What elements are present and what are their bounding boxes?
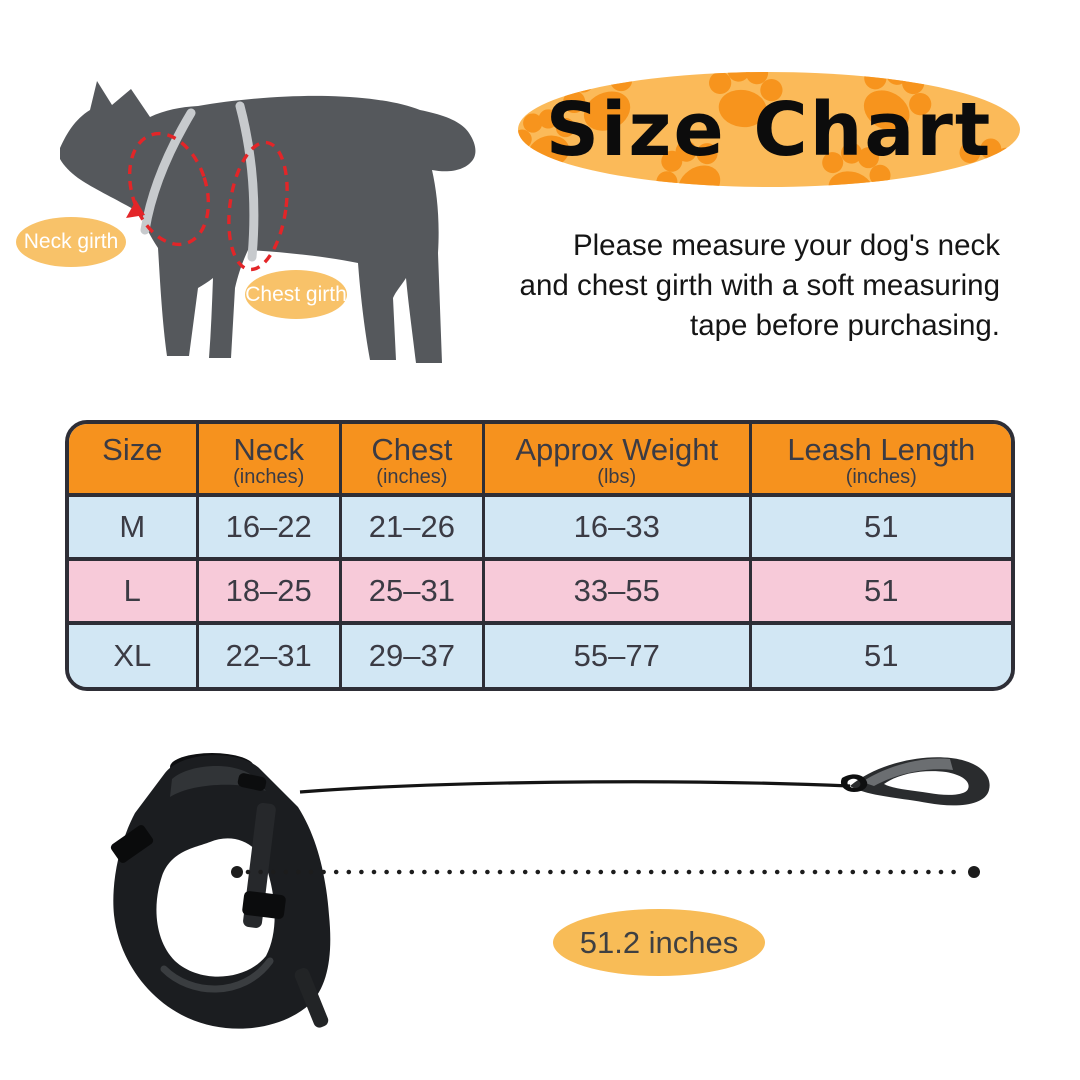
cell-weight: 16–33 [481, 495, 751, 561]
table-row: M 16–22 21–26 16–33 51 [69, 495, 1011, 561]
chest-girth-label: Chest girth [245, 270, 347, 319]
neck-girth-label: Neck girth [16, 217, 126, 267]
page-title: Size Chart [518, 72, 1020, 187]
leash-length-badge: 51.2 inches [553, 909, 765, 976]
cell-chest: 25–31 [338, 559, 484, 625]
cell-neck: 22–31 [195, 623, 341, 687]
cell-size: M [69, 495, 198, 561]
page-title-text: Size Chart [545, 86, 993, 173]
cell-neck: 16–22 [195, 495, 341, 561]
leash-length-text: 51.2 inches [579, 924, 739, 960]
dog-silhouette [60, 81, 476, 363]
cell-weight: 55–77 [481, 623, 751, 687]
title-ellipse [518, 72, 1020, 187]
col-header-chest: Chest (inches) [338, 424, 484, 497]
cell-chest: 29–37 [338, 623, 484, 687]
col-header-weight: Approx Weight (lbs) [481, 424, 751, 497]
red-arrow-icon [126, 200, 145, 218]
intro-line: Please measure your dog's neck [572, 229, 1000, 262]
col-header-leash: Leash Length (inches) [748, 424, 1011, 497]
cell-leash: 51 [748, 495, 1011, 561]
cell-leash: 51 [748, 559, 1011, 625]
table-row: XL 22–31 29–37 55–77 51 [69, 623, 1011, 687]
intro-line: and chest girth with a soft measuring [519, 269, 1000, 302]
cell-leash: 51 [748, 623, 1011, 687]
size-chart-table: Size Neck (inches) Chest (inches) Approx… [65, 420, 1015, 691]
harness-body [110, 753, 331, 1029]
measure-dotted-line [231, 866, 980, 878]
neck-girth-text: Neck girth [23, 230, 119, 253]
col-header-size: Size [69, 424, 198, 497]
dog-body [60, 81, 476, 363]
leash-handle [840, 757, 990, 806]
cell-size: L [69, 559, 198, 625]
chest-girth-text: Chest girth [245, 282, 347, 306]
col-header-neck: Neck (inches) [195, 424, 341, 497]
cell-weight: 33–55 [481, 559, 751, 625]
intro-paragraph: Please measure your dog's neck and chest… [505, 226, 1000, 346]
cell-chest: 21–26 [338, 495, 484, 561]
measuring-loops [127, 131, 289, 272]
harness-with-leash [110, 753, 990, 1029]
leash-cord [299, 780, 851, 794]
cell-neck: 18–25 [195, 559, 341, 625]
table-header-row: Size Neck (inches) Chest (inches) Approx… [69, 424, 1011, 497]
harness-straps-on-dog [140, 101, 259, 262]
cell-size: XL [69, 623, 198, 687]
intro-line: tape before purchasing. [690, 309, 1000, 342]
table-row: L 18–25 25–31 33–55 51 [69, 559, 1011, 625]
